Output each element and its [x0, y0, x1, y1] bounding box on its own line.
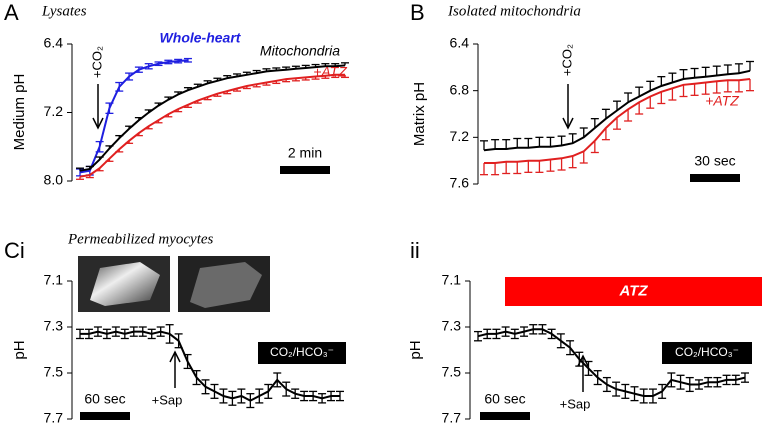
y-tick-label: 7.2	[450, 128, 470, 144]
data-line	[79, 73, 345, 178]
data-line	[79, 59, 189, 174]
panel-title: Isolated mitochondria	[447, 3, 581, 19]
y-tick-label: 6.4	[44, 35, 64, 51]
series-label: Whole-heart	[160, 30, 242, 46]
gas-label: CO₂/HCO₃⁻	[270, 345, 334, 359]
y-axis-label: Matrix pH	[411, 82, 428, 146]
y-tick-label: 7.6	[450, 175, 470, 191]
y-tick-label: 7.5	[442, 364, 462, 380]
y-tick-label: 7.7	[44, 410, 64, 426]
data-line	[477, 328, 746, 397]
scale-bar	[480, 412, 530, 420]
y-tick-label: 7.1	[442, 272, 462, 288]
y-tick-label: 7.3	[44, 318, 64, 334]
gas-box	[662, 342, 752, 364]
drug-label: ATZ	[618, 282, 648, 299]
panel-label: A	[4, 0, 19, 25]
scale-bar-label: 60 sec	[84, 391, 125, 407]
y-tick-label: 7.7	[442, 410, 462, 426]
arrow-head	[92, 117, 104, 130]
series-label: +ATZ	[313, 64, 347, 80]
data-line	[483, 69, 751, 152]
scale-bar-label: 30 sec	[694, 153, 735, 169]
data-line	[80, 330, 340, 402]
panel-title: Permeabilized myocytes	[67, 231, 214, 247]
arrow-head	[577, 354, 589, 367]
scale-bar	[80, 412, 130, 420]
panel-title: Lysates	[41, 3, 87, 19]
scale-bar-label: 60 sec	[484, 391, 525, 407]
arrow-label: +CO₂	[89, 46, 104, 78]
arrow-head	[562, 117, 574, 130]
y-tick-label: 7.5	[44, 364, 64, 380]
data-line	[79, 64, 346, 172]
y-tick-label: 7.2	[44, 103, 64, 119]
series-label: Mitochondria	[260, 43, 340, 59]
data-line	[484, 78, 751, 164]
panel-label: Ci	[4, 238, 25, 263]
scale-bar	[690, 174, 740, 182]
arrow-label: +CO₂	[559, 44, 574, 76]
drug-bar	[505, 277, 762, 306]
cell-shape	[90, 262, 160, 306]
gas-box	[258, 342, 346, 364]
y-axis-label: pH	[407, 340, 424, 359]
y-tick-label: 7.1	[44, 272, 64, 288]
y-tick-label: 6.4	[450, 35, 470, 51]
arrow-label: +Sap	[560, 396, 591, 411]
y-axis-label: Medium pH	[11, 74, 28, 151]
y-tick-label: 8.0	[44, 172, 64, 188]
panel-label: B	[410, 0, 425, 25]
scale-bar	[280, 166, 330, 174]
panel-label: ii	[410, 238, 420, 263]
series-label: +ATZ	[705, 93, 739, 109]
arrow-label: +Sap	[152, 392, 183, 407]
y-axis-label: pH	[11, 340, 28, 359]
y-tick-label: 7.3	[442, 318, 462, 334]
cell-shape	[190, 262, 262, 308]
gas-label: CO₂/HCO₃⁻	[675, 345, 739, 359]
arrow-head	[169, 350, 181, 363]
scale-bar-label: 2 min	[288, 145, 322, 161]
y-tick-label: 6.8	[450, 81, 470, 97]
